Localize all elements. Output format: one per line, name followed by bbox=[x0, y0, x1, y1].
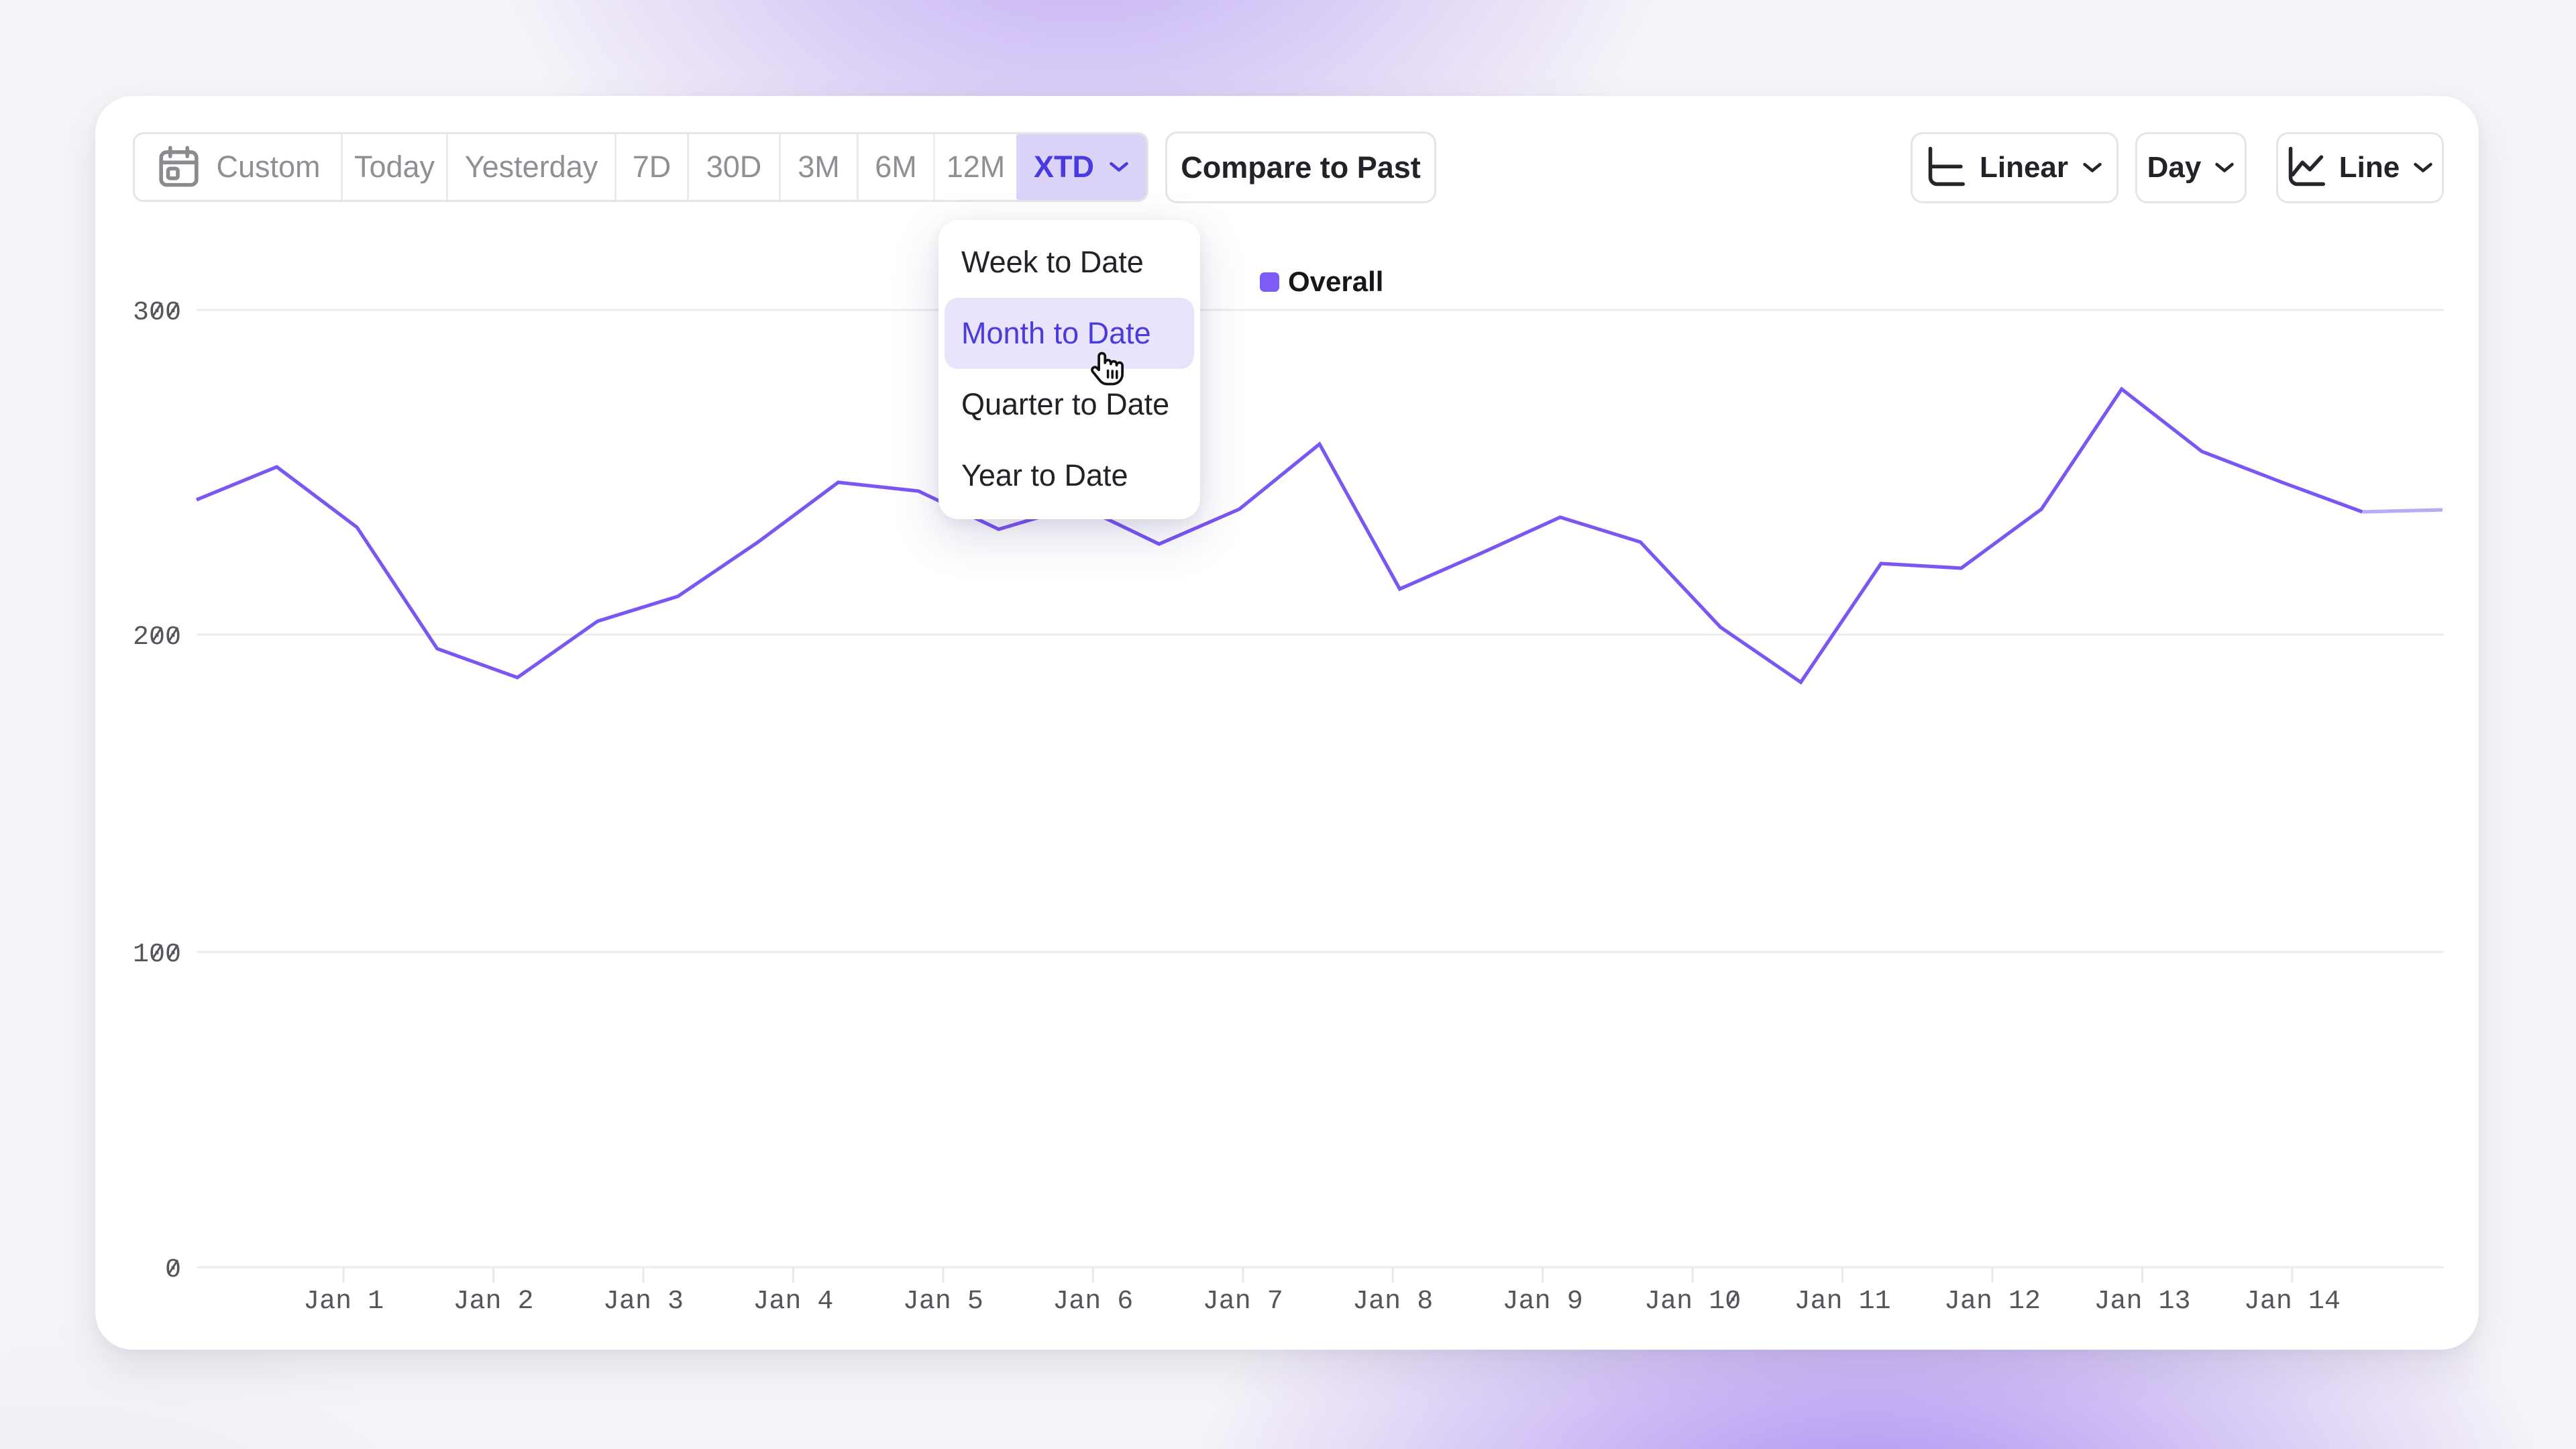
svg-text:Jan 1: Jan 1 bbox=[303, 1287, 384, 1317]
svg-text:200: 200 bbox=[133, 623, 181, 653]
svg-text:Jan 3: Jan 3 bbox=[603, 1287, 684, 1317]
svg-text:300: 300 bbox=[133, 298, 181, 328]
svg-text:Jan 14: Jan 14 bbox=[2244, 1287, 2341, 1317]
svg-text:Jan 10: Jan 10 bbox=[1644, 1287, 1741, 1317]
svg-text:Jan 8: Jan 8 bbox=[1352, 1287, 1433, 1317]
svg-text:Jan 2: Jan 2 bbox=[453, 1287, 533, 1317]
svg-text:Jan 7: Jan 7 bbox=[1203, 1287, 1283, 1317]
svg-text:Jan 13: Jan 13 bbox=[2094, 1287, 2190, 1317]
svg-text:Jan 9: Jan 9 bbox=[1503, 1287, 1583, 1317]
svg-text:100: 100 bbox=[133, 940, 181, 970]
svg-text:Jan 6: Jan 6 bbox=[1053, 1287, 1133, 1317]
svg-text:Jan 5: Jan 5 bbox=[903, 1287, 983, 1317]
svg-text:Jan 12: Jan 12 bbox=[1944, 1287, 2041, 1317]
svg-text:Jan 11: Jan 11 bbox=[1794, 1287, 1891, 1317]
svg-text:0: 0 bbox=[165, 1255, 181, 1285]
svg-text:Jan 4: Jan 4 bbox=[753, 1287, 833, 1317]
